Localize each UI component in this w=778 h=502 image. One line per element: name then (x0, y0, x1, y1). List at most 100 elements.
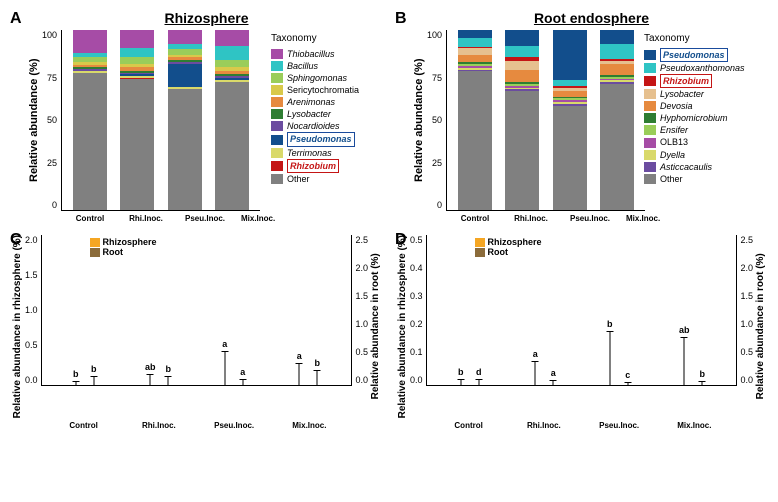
bar-segment (73, 30, 107, 53)
bar-segment (458, 71, 492, 210)
sig-label: a (222, 339, 227, 349)
legend-swatch (271, 97, 283, 107)
legend-item: Asticcacaulis (644, 161, 774, 173)
sig-label: b (165, 364, 171, 374)
legend-item: Sphingomonas (271, 72, 389, 84)
legend-label: Nocardioides (287, 120, 340, 132)
legend-label: Arenimonas (287, 96, 335, 108)
legend-item: Other (271, 173, 389, 185)
legend-swatch (90, 238, 100, 247)
bar-segment (505, 30, 539, 46)
panel-a: A Rhizosphere Relative abundance (%) 100… (10, 10, 383, 223)
x-label: Control (73, 214, 107, 223)
legend-item: Rhizosphere (90, 237, 157, 247)
panel-d-ylabel-left: Relative abundance in rhizosphere (%) (397, 235, 408, 418)
bar-segment (215, 60, 249, 67)
panel-b-bars (446, 30, 645, 211)
legend-label: Dyella (660, 149, 685, 161)
bar-segment (168, 30, 202, 44)
panel-a-ylabel: Relative abundance (%) (28, 30, 40, 211)
y-tick: 50 (47, 115, 57, 125)
legend-item: Pseudomonas (271, 132, 389, 146)
bar-segment (120, 79, 154, 210)
x-label: Mix.Inoc. (626, 214, 660, 223)
x-label: Pseu.Inoc. (570, 214, 604, 223)
y-tick: 50 (432, 115, 442, 125)
panel-d-legend: RhizosphereRoot (475, 237, 542, 257)
panel-d-yaxis-right: 2.52.01.51.00.50.0 (737, 235, 753, 385)
legend-item: Pseudoxanthomonas (644, 62, 774, 74)
legend-label: Pseudoxanthomonas (660, 62, 745, 74)
bar-segment (505, 91, 539, 210)
y-tick-left: 1.0 (25, 305, 38, 315)
panel-b: B Root endosphere Relative abundance (%)… (395, 10, 768, 223)
panel-c-legend: RhizosphereRoot (90, 237, 157, 257)
bar-segment (505, 70, 539, 83)
panel-c-xlabels: ControlRhi.Inoc.Pseu.Inoc.Mix.Inoc. (46, 421, 347, 430)
panel-d: D Relative abundance in rhizosphere (%) … (395, 231, 768, 430)
bar-segment (215, 46, 249, 60)
legend-item: Root (90, 247, 157, 257)
legend-swatch (271, 121, 283, 131)
legend-item: Lysobacter (644, 88, 774, 100)
sig-label: ab (145, 362, 156, 372)
bar-segment (600, 84, 634, 210)
legend-label: Rhizosphere (488, 237, 542, 247)
y-tick: 100 (427, 30, 442, 40)
sig-label: b (699, 369, 705, 379)
legend-label: Thiobacillus (287, 48, 335, 60)
legend-item: Rhizobium (644, 74, 774, 88)
stacked-bar (553, 30, 587, 210)
legend-item: Arenimonas (271, 96, 389, 108)
legend-item: Devosia (644, 100, 774, 112)
bar-segment (505, 61, 539, 70)
x-label: Control (458, 214, 492, 223)
y-tick: 75 (47, 73, 57, 83)
panel-b-yaxis: 1007550250 (427, 30, 446, 210)
legend-label: Rhizosphere (103, 237, 157, 247)
legend-label: Devosia (660, 100, 693, 112)
y-tick-left: 0.5 (410, 235, 423, 245)
bar-segment (215, 82, 249, 210)
x-label: Mix.Inoc. (272, 421, 347, 430)
panel-c-ylabel-left: Relative abundance in rhizosphere (%) (12, 235, 23, 418)
y-tick-right: 1.0 (740, 319, 753, 329)
sig-label: a (240, 367, 245, 377)
y-tick: 25 (432, 158, 442, 168)
legend-label: Hyphomicrobium (660, 112, 728, 124)
legend-item: Dyella (644, 149, 774, 161)
panel-a-bars (61, 30, 260, 211)
panel-d-yaxis-left: 0.50.40.30.20.10.0 (410, 235, 426, 385)
legend-swatch (271, 174, 283, 184)
legend-label: Terrimonas (287, 147, 332, 159)
x-label: Pseu.Inoc. (185, 214, 219, 223)
legend-swatch (644, 125, 656, 135)
panel-c-bars: RhizosphereRoot bbabbaaab (41, 235, 353, 386)
stacked-bar (458, 30, 492, 210)
legend-swatch (271, 61, 283, 71)
legend-swatch (271, 135, 283, 145)
stacked-bar (505, 30, 539, 210)
y-tick-right: 0.0 (355, 375, 368, 385)
y-tick-right: 0.5 (740, 347, 753, 357)
legend-label: Other (287, 173, 310, 185)
legend-swatch (271, 109, 283, 119)
panel-a-xlabels: ControlRhi.Inoc.Pseu.Inoc.Mix.Inoc. (62, 214, 286, 223)
y-tick-left: 1.5 (25, 270, 38, 280)
figure-grid: A Rhizosphere Relative abundance (%) 100… (10, 10, 768, 430)
y-tick-right: 2.5 (740, 235, 753, 245)
legend-swatch (475, 238, 485, 247)
bar-segment (120, 57, 154, 64)
x-label: Mix.Inoc. (241, 214, 275, 223)
legend-swatch (644, 113, 656, 123)
bar-segment (168, 89, 202, 210)
y-tick: 25 (47, 158, 57, 168)
legend-swatch (644, 162, 656, 172)
legend-item: OLB13 (644, 136, 774, 148)
panel-c-yaxis-right: 2.52.01.51.00.50.0 (352, 235, 368, 385)
panel-a-title: Rhizosphere (30, 10, 383, 26)
legend-label: Other (660, 173, 683, 185)
bar-segment (553, 30, 587, 80)
legend-label: Bacillus (287, 60, 318, 72)
y-tick-right: 2.5 (355, 235, 368, 245)
